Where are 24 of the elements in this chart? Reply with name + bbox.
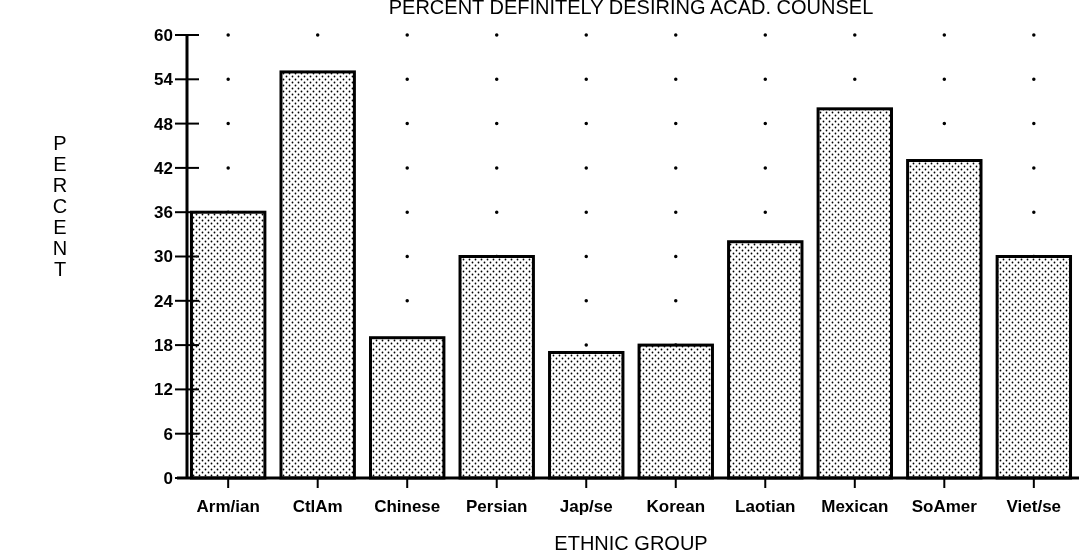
y-tick-label: 54 — [154, 70, 174, 90]
y-tick-label: 48 — [154, 114, 173, 134]
x-tick-label: Laotian — [735, 497, 796, 516]
y-tick-label: 0 — [163, 468, 173, 488]
y-tick-label: 12 — [154, 380, 173, 400]
y-tick-label: 30 — [154, 247, 173, 267]
x-tick-label: Jap/se — [559, 497, 613, 516]
x-tick-label: SoAmer — [911, 497, 978, 516]
y-tick-label: 42 — [154, 158, 173, 178]
y-tick-label: 18 — [154, 336, 173, 356]
x-axis-title: ETHNIC GROUP — [554, 532, 708, 554]
y-tick-label: 24 — [154, 291, 174, 311]
y-tick-label: 6 — [163, 424, 173, 444]
y-axis-title: PERCENT — [52, 132, 68, 280]
x-tick-label: Viet/se — [1006, 497, 1062, 516]
y-tick-label: 36 — [154, 203, 173, 223]
x-tick-label: Arm/ian — [196, 497, 260, 516]
x-tick-label: Korean — [646, 497, 706, 516]
x-tick-label: CtlAm — [292, 497, 343, 516]
x-tick-label: Mexican — [821, 497, 889, 516]
x-tick-label: Chinese — [374, 497, 441, 516]
y-tick-label: 60 — [154, 25, 173, 45]
chart-title: PERCENT DEFINITELY DESIRING ACAD. COUNSEL — [388, 0, 874, 18]
x-tick-label: Persian — [466, 497, 528, 516]
